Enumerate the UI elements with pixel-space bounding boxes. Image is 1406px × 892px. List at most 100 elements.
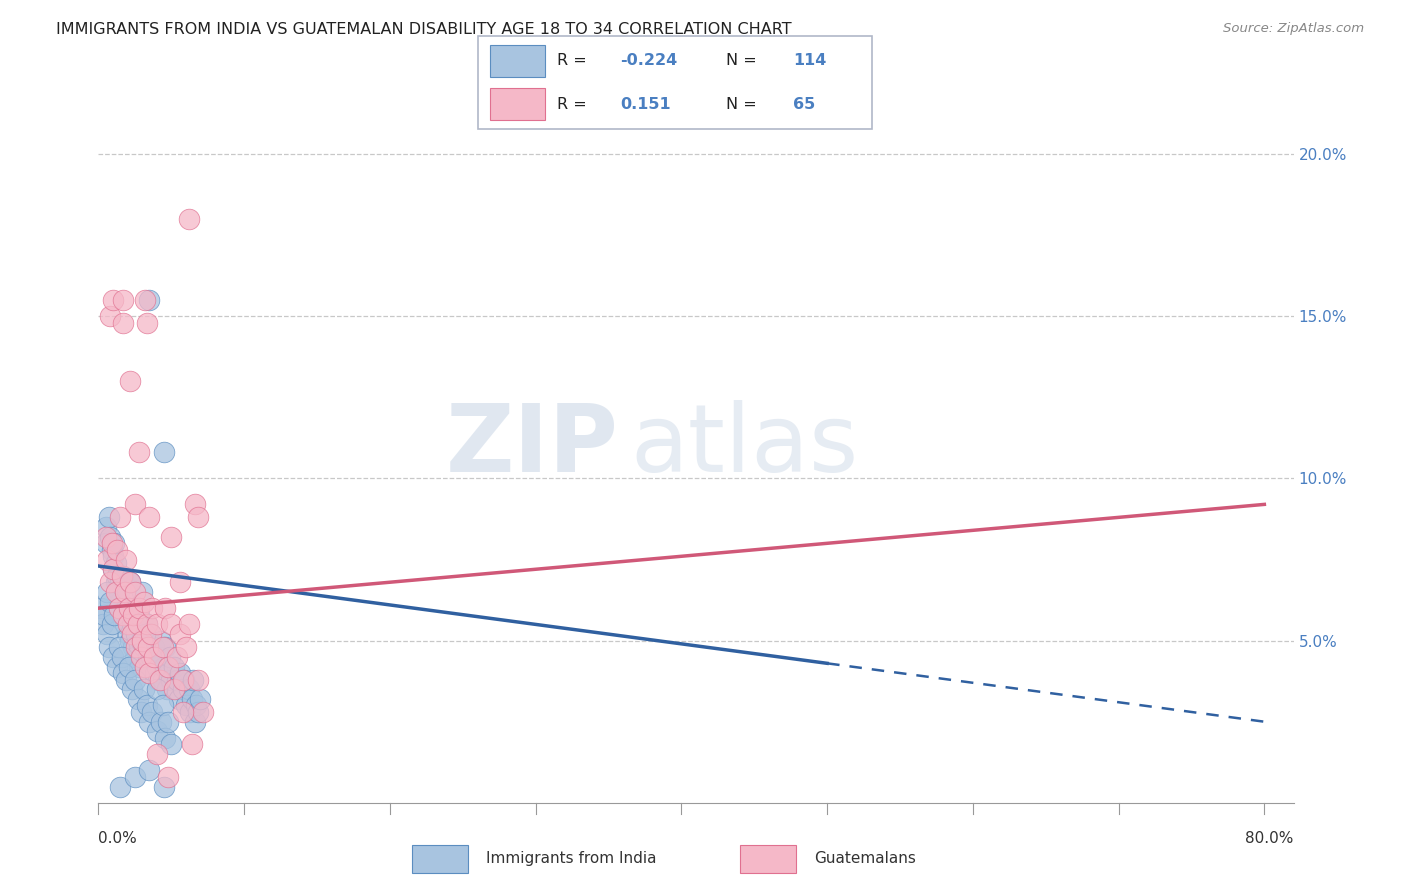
Text: -0.224: -0.224 bbox=[620, 54, 678, 69]
Point bbox=[190, 692, 212, 706]
Point bbox=[134, 627, 156, 641]
Point bbox=[128, 607, 150, 622]
Point bbox=[139, 649, 162, 664]
Point bbox=[122, 607, 145, 622]
Point bbox=[145, 747, 167, 761]
Point bbox=[98, 595, 121, 609]
Point bbox=[145, 682, 167, 697]
Point bbox=[183, 714, 205, 729]
Point bbox=[132, 640, 155, 654]
Point bbox=[111, 607, 134, 622]
Bar bbox=[489, 45, 546, 77]
Point bbox=[124, 497, 146, 511]
Point bbox=[172, 705, 194, 719]
Point bbox=[160, 738, 183, 752]
Point bbox=[160, 617, 183, 632]
Point bbox=[153, 659, 176, 673]
Point bbox=[104, 575, 127, 590]
Point bbox=[155, 731, 177, 745]
Point bbox=[122, 601, 145, 615]
Point bbox=[121, 617, 143, 632]
Text: R =: R = bbox=[557, 96, 592, 112]
Point bbox=[142, 649, 165, 664]
Point bbox=[152, 640, 174, 654]
Point bbox=[148, 673, 170, 687]
Point bbox=[96, 585, 118, 599]
Point bbox=[127, 617, 149, 632]
Point bbox=[163, 659, 186, 673]
Text: atlas: atlas bbox=[630, 400, 859, 492]
Point bbox=[138, 666, 160, 681]
Point bbox=[93, 607, 115, 622]
Point bbox=[101, 649, 124, 664]
Point bbox=[112, 568, 135, 582]
Point bbox=[155, 601, 177, 615]
Point bbox=[100, 536, 122, 550]
Point bbox=[129, 705, 152, 719]
Point bbox=[160, 673, 183, 687]
Point bbox=[115, 601, 138, 615]
Point bbox=[110, 595, 132, 609]
Point bbox=[97, 640, 120, 654]
Point bbox=[150, 633, 173, 648]
Text: 65: 65 bbox=[793, 96, 815, 112]
Point bbox=[117, 627, 139, 641]
Point bbox=[153, 445, 176, 459]
Point bbox=[177, 682, 200, 697]
Point bbox=[149, 649, 172, 664]
Point bbox=[135, 617, 157, 632]
Point bbox=[150, 714, 173, 729]
Point bbox=[96, 627, 118, 641]
Point bbox=[186, 705, 208, 719]
Point bbox=[152, 698, 174, 713]
Point bbox=[157, 659, 180, 673]
Point bbox=[112, 293, 135, 307]
Point bbox=[128, 601, 150, 615]
Point bbox=[165, 682, 187, 697]
Point bbox=[132, 595, 155, 609]
Point bbox=[138, 764, 160, 778]
Point bbox=[135, 698, 157, 713]
Point bbox=[120, 374, 142, 388]
Point bbox=[173, 673, 195, 687]
Point bbox=[100, 542, 122, 557]
Point bbox=[184, 698, 207, 713]
Point bbox=[104, 556, 127, 570]
Point bbox=[112, 607, 135, 622]
Point bbox=[177, 617, 200, 632]
Text: Immigrants from India: Immigrants from India bbox=[486, 851, 657, 866]
Point bbox=[172, 682, 194, 697]
Text: Source: ZipAtlas.com: Source: ZipAtlas.com bbox=[1223, 22, 1364, 36]
Text: Guatemalans: Guatemalans bbox=[814, 851, 917, 866]
Point bbox=[100, 617, 122, 632]
Text: ZIP: ZIP bbox=[446, 400, 619, 492]
Point bbox=[115, 673, 138, 687]
Point bbox=[156, 682, 179, 697]
Point bbox=[136, 640, 159, 654]
Point bbox=[98, 530, 121, 544]
Point bbox=[141, 601, 163, 615]
Point bbox=[90, 601, 112, 615]
Text: 0.151: 0.151 bbox=[620, 96, 671, 112]
Point bbox=[134, 293, 156, 307]
Point bbox=[98, 575, 121, 590]
Point bbox=[167, 692, 190, 706]
Point bbox=[111, 649, 134, 664]
Point bbox=[101, 549, 124, 564]
Point bbox=[159, 649, 181, 664]
Point bbox=[166, 649, 188, 664]
Point bbox=[125, 640, 148, 654]
Point bbox=[108, 585, 131, 599]
Point bbox=[145, 659, 167, 673]
Point bbox=[131, 649, 153, 664]
Point bbox=[124, 649, 146, 664]
Point bbox=[110, 575, 132, 590]
Point bbox=[145, 617, 167, 632]
Point bbox=[117, 607, 139, 622]
Point bbox=[94, 530, 117, 544]
Point bbox=[180, 692, 202, 706]
Point bbox=[103, 607, 125, 622]
Text: IMMIGRANTS FROM INDIA VS GUATEMALAN DISABILITY AGE 18 TO 34 CORRELATION CHART: IMMIGRANTS FROM INDIA VS GUATEMALAN DISA… bbox=[56, 22, 792, 37]
Point bbox=[128, 617, 150, 632]
Point bbox=[110, 780, 132, 794]
